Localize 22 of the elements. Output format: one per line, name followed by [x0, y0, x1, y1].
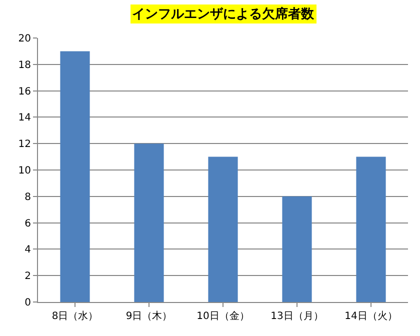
bar — [60, 51, 90, 302]
x-tick-label: 8日（水） — [52, 310, 98, 322]
y-tick-label: 6 — [24, 218, 31, 230]
x-tick-label: 14日（火） — [344, 310, 398, 322]
y-tick-label: 12 — [18, 139, 31, 150]
bar — [282, 196, 312, 302]
x-tick-label: 10日（金） — [196, 310, 250, 322]
y-tick-label: 16 — [18, 86, 31, 98]
bar — [134, 144, 164, 302]
chart-title: インフルエンザによる欠席者数 — [132, 6, 315, 22]
y-tick-label: 8 — [24, 192, 31, 203]
y-tick-label: 4 — [24, 244, 31, 256]
y-tick-label: 2 — [24, 271, 31, 282]
bar — [208, 156, 238, 302]
y-tick-label: 0 — [24, 298, 31, 308]
x-tick-label: 13日（月） — [270, 311, 324, 322]
bar — [356, 156, 386, 302]
x-tick-label: 9日（木） — [126, 310, 172, 322]
y-tick-label: 14 — [18, 112, 31, 124]
y-tick-label: 10 — [18, 166, 31, 176]
y-tick-label: 20 — [18, 34, 31, 44]
y-tick-label: 18 — [18, 60, 31, 71]
